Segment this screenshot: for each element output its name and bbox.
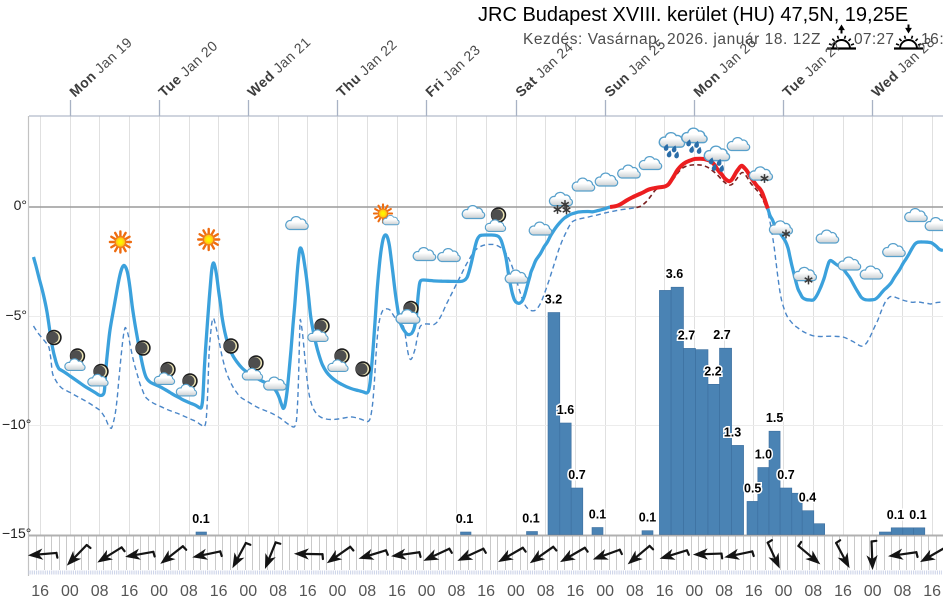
svg-text:1.5: 1.5 xyxy=(766,411,783,425)
svg-text:0.5: 0.5 xyxy=(744,481,761,495)
svg-text:0.1: 0.1 xyxy=(192,512,209,526)
svg-text:0.7: 0.7 xyxy=(777,468,794,482)
svg-text:2.7: 2.7 xyxy=(678,328,695,342)
svg-text:3.6: 3.6 xyxy=(666,267,683,281)
svg-text:0.1: 0.1 xyxy=(887,508,904,522)
svg-text:1.3: 1.3 xyxy=(724,425,741,439)
svg-text:1.6: 1.6 xyxy=(557,403,574,417)
svg-text:0.1: 0.1 xyxy=(522,512,539,526)
svg-text:3.2: 3.2 xyxy=(545,293,562,307)
svg-text:0.7: 0.7 xyxy=(568,468,585,482)
svg-text:0.1: 0.1 xyxy=(639,511,656,525)
svg-text:2.2: 2.2 xyxy=(704,364,721,378)
svg-text:1.0: 1.0 xyxy=(755,448,772,462)
svg-text:2.7: 2.7 xyxy=(713,328,730,342)
svg-text:0.4: 0.4 xyxy=(799,491,816,505)
svg-text:0.1: 0.1 xyxy=(589,508,606,522)
svg-text:0.1: 0.1 xyxy=(456,512,473,526)
svg-text:0.1: 0.1 xyxy=(909,508,926,522)
